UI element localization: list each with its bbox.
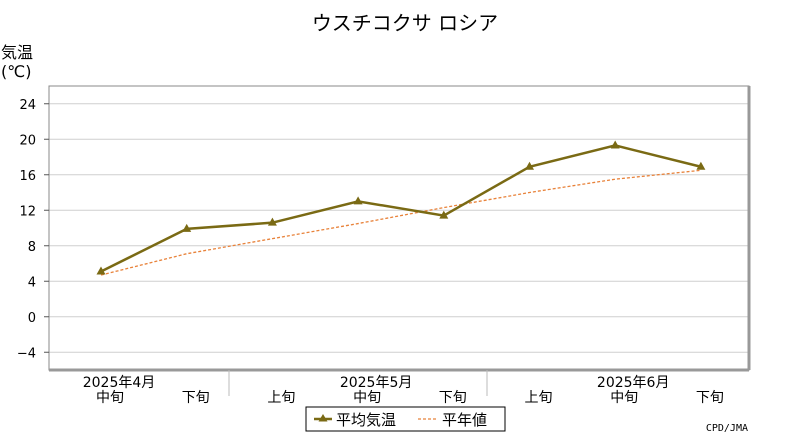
y-tick-label: 16 xyxy=(19,169,36,184)
y-tick-label: −4 xyxy=(17,346,36,361)
data-point xyxy=(353,196,363,205)
y-tick-label: 0 xyxy=(28,311,36,326)
x-tick-label: 上旬 xyxy=(525,390,553,406)
y-axis-label: 気温 xyxy=(1,43,33,62)
x-tick-label: 下旬 xyxy=(696,390,724,406)
month-label: 2025年4月 xyxy=(83,375,156,391)
legend: 平均気温 平年値 xyxy=(305,406,506,432)
plot-frame xyxy=(48,85,750,371)
legend-label-series-0: 平均気温 xyxy=(336,411,396,429)
y-axis-ticks: 24 20 16 12 8 4 0 −4 xyxy=(17,98,49,361)
y-tick-label: 20 xyxy=(19,133,36,148)
data-point xyxy=(267,217,277,226)
data-point xyxy=(182,223,192,232)
y-tick-label: 8 xyxy=(28,240,36,255)
chart-title: ウスチコクサ ロシア xyxy=(312,11,498,35)
data-point xyxy=(439,210,449,219)
gridlines xyxy=(49,103,749,353)
x-tick-label: 下旬 xyxy=(439,390,467,406)
x-tick-label: 中旬 xyxy=(610,390,638,406)
series-line-average xyxy=(100,144,702,273)
legend-label-series-1: 平年値 xyxy=(442,411,487,429)
x-tick-label: 中旬 xyxy=(96,390,124,406)
y-tick-label: 12 xyxy=(19,204,36,219)
y-axis-unit: (℃) xyxy=(1,62,31,81)
data-point xyxy=(696,161,706,170)
data-point xyxy=(610,140,620,149)
series-layer xyxy=(96,140,706,276)
x-tick-label: 中旬 xyxy=(353,390,381,406)
series-line-normal xyxy=(100,169,701,276)
data-point xyxy=(96,266,106,275)
month-label: 2025年6月 xyxy=(597,375,670,391)
x-tick-label: 上旬 xyxy=(267,390,295,406)
credit-label: CPD/JMA xyxy=(706,423,748,434)
legend-box xyxy=(305,406,506,432)
data-point xyxy=(525,161,534,170)
x-axis: 中旬 下旬 上旬 中旬 下旬 上旬 中旬 下旬 2025年4月 2025年5月 2025年6月 xyxy=(83,370,724,406)
y-tick-label: 24 xyxy=(19,98,36,113)
y-tick-label: 4 xyxy=(28,275,36,290)
legend-marker-series-0 xyxy=(318,414,328,422)
x-tick-label: 下旬 xyxy=(182,390,210,406)
month-label: 2025年5月 xyxy=(340,375,413,391)
